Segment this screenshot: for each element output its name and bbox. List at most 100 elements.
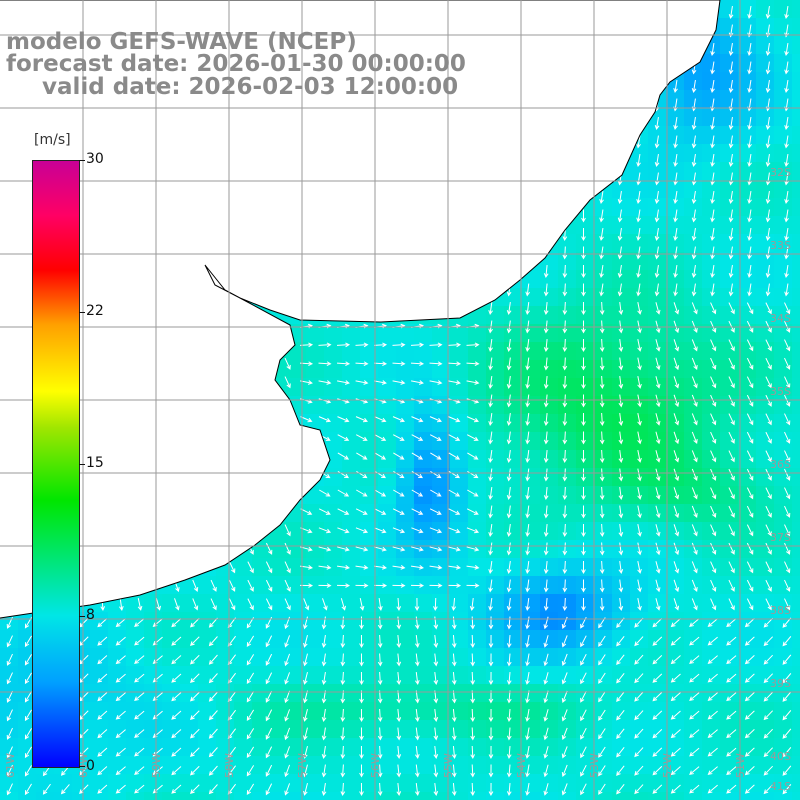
wind-arrow <box>689 673 700 683</box>
lon-label: 54W <box>515 753 528 778</box>
wind-arrow <box>562 597 568 612</box>
wind-arrow <box>470 782 475 797</box>
wind-arrow <box>691 561 698 574</box>
wind-arrow <box>728 209 734 223</box>
wind-arrow <box>634 710 644 721</box>
wind-arrow <box>448 416 461 423</box>
wind-arrow <box>561 653 568 667</box>
wind-arrow <box>689 636 700 646</box>
wind-arrow <box>137 598 143 611</box>
wind-arrow <box>488 505 493 519</box>
wind-arrow <box>430 470 442 479</box>
wind-arrow <box>637 542 642 556</box>
wind-arrow <box>691 209 697 223</box>
wind-arrow <box>433 671 439 685</box>
wind-arrow <box>784 172 789 186</box>
wind-arrow <box>598 765 606 777</box>
wind-arrow <box>728 376 735 389</box>
wind-arrow <box>506 412 512 426</box>
wind-arrow <box>543 431 549 445</box>
colorbar-tick-mark <box>79 464 85 465</box>
wind-arrow <box>726 636 737 646</box>
wind-arrow <box>581 449 586 464</box>
wind-arrow <box>318 361 332 367</box>
wind-arrow <box>414 764 420 778</box>
wind-arrow <box>378 597 383 611</box>
wind-arrow <box>359 782 364 797</box>
wind-arrow <box>599 190 604 204</box>
wind-arrow <box>744 710 755 720</box>
wind-arrow <box>654 153 660 167</box>
wind-arrow <box>654 283 660 297</box>
wind-arrow <box>208 673 218 684</box>
wind-arrow <box>97 747 108 757</box>
wind-arrow <box>410 342 425 348</box>
wind-arrow <box>691 487 698 500</box>
wind-arrow <box>784 542 791 555</box>
wind-arrow <box>728 135 734 149</box>
wind-arrow <box>355 416 368 423</box>
wind-arrow <box>728 24 734 38</box>
wind-arrow <box>746 561 754 574</box>
wind-arrow <box>246 654 255 666</box>
wind-arrow <box>782 784 792 795</box>
wind-arrow <box>728 598 735 611</box>
wind-arrow <box>710 450 717 463</box>
wind-arrow <box>506 375 512 389</box>
wind-arrow <box>689 784 700 794</box>
wind-arrow <box>765 61 771 75</box>
wind-arrow <box>655 598 661 611</box>
wind-arrow <box>448 527 461 534</box>
wind-arrow <box>411 452 424 460</box>
wind-arrow <box>97 692 108 702</box>
wind-arrow <box>599 486 605 501</box>
wind-arrow <box>336 583 351 588</box>
wind-arrow <box>617 264 623 278</box>
wind-arrow <box>784 135 789 149</box>
wind-arrow <box>525 635 530 648</box>
wind-arrow <box>6 783 13 796</box>
wind-arrow <box>746 431 754 444</box>
wind-arrow <box>673 431 680 445</box>
wind-arrow <box>673 227 678 241</box>
wind-arrow <box>321 745 327 759</box>
wind-arrow <box>208 617 218 628</box>
wind-arrow <box>303 764 308 778</box>
wind-arrow <box>637 598 642 611</box>
wind-arrow <box>728 116 734 130</box>
wind-arrow <box>728 5 734 19</box>
wind-arrow <box>599 523 605 538</box>
wind-arrow <box>581 246 586 260</box>
wind-arrow <box>429 565 443 570</box>
wind-arrow <box>673 246 678 260</box>
wind-arrow <box>506 690 512 704</box>
wind-arrow <box>451 634 457 649</box>
wind-arrow <box>691 450 698 463</box>
wind-arrow <box>247 598 254 611</box>
wind-arrow <box>6 764 13 777</box>
wind-arrow <box>634 765 644 776</box>
wind-arrow <box>581 375 586 390</box>
wind-arrow <box>618 338 624 352</box>
wind-arrow <box>171 618 182 628</box>
wind-arrow <box>765 190 771 204</box>
lat-label: 35S <box>770 385 791 398</box>
wind-arrow <box>765 542 772 555</box>
wind-arrow <box>728 505 735 518</box>
wind-arrow <box>618 301 624 315</box>
wind-arrow <box>670 618 681 628</box>
wind-arrow <box>673 264 678 278</box>
wind-arrow <box>208 747 218 758</box>
wind-arrow <box>655 376 661 389</box>
wind-arrow <box>652 617 663 628</box>
wind-arrow <box>525 283 530 297</box>
wind-arrow <box>765 468 772 481</box>
wind-arrow <box>616 672 625 684</box>
wind-arrow <box>670 747 681 757</box>
wind-arrow <box>581 597 586 612</box>
wind-arrow <box>689 766 700 776</box>
wind-arrow <box>359 727 364 741</box>
wind-arrow <box>392 546 406 552</box>
wind-arrow <box>97 655 108 665</box>
wind-arrow <box>60 784 70 795</box>
